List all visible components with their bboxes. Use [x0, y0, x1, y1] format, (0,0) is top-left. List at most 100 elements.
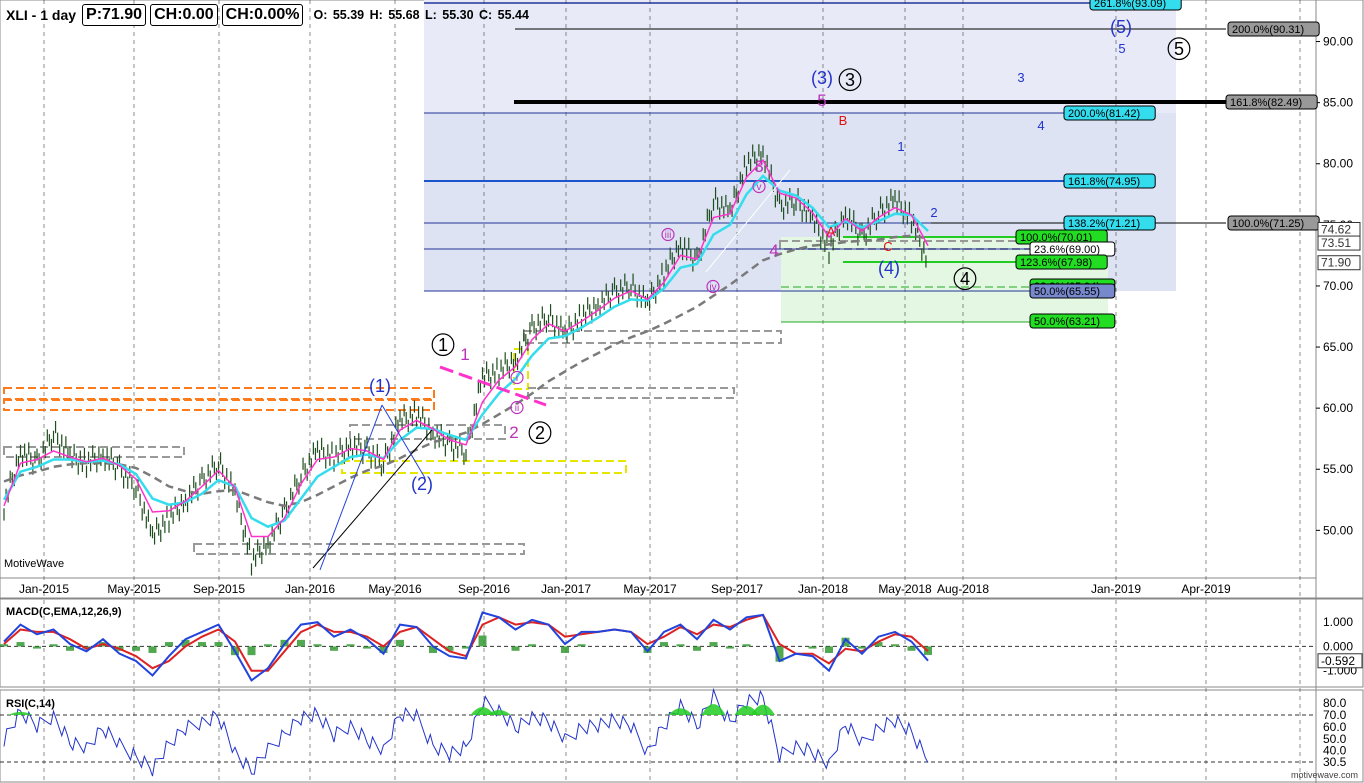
wave-label-roman-ring: [706, 279, 720, 294]
macd-histogram-bar: [561, 646, 569, 653]
wave-label-circled-ring: [1167, 37, 1191, 61]
macd-line: [3, 611, 929, 682]
macd-histogram-bar: [16, 642, 25, 647]
macd-histogram-bar: [907, 646, 916, 651]
wave-label-blue: (1): [369, 376, 391, 396]
main-panel-frame: [0, 0, 1364, 599]
wave-label-red: A: [827, 224, 836, 239]
wave-label-blue: (3): [811, 68, 833, 88]
orange-zone-2: [3, 399, 435, 411]
wave-label-minor: 1: [897, 139, 904, 154]
y-tick-label: 55.00: [1323, 462, 1353, 476]
fib-label: 123.6%(67.98): [1020, 257, 1092, 269]
x-tick-label: Jan-2015: [19, 582, 69, 596]
macd-histogram-bar: [132, 646, 140, 651]
rsi-overbought-fill: [701, 704, 726, 716]
macd-histogram-bar: [874, 642, 883, 647]
x-tick-label: Sep-2016: [458, 582, 510, 596]
wave-label-red: B: [839, 113, 848, 128]
wave-label-magenta: 5: [817, 91, 826, 110]
fib-label-box: [1063, 105, 1156, 121]
fib-label: 200.0%(90.31): [1232, 24, 1304, 36]
fib-label: 23.6%(69.00): [1034, 244, 1100, 256]
chart-header: XLI - 1 day P:71.90 CH:0.00 CH:0.00% O: …: [6, 4, 529, 26]
macd-histogram-bar: [181, 639, 190, 647]
wave-label-magenta: 2: [509, 423, 518, 442]
wave-label-minor: 5: [1118, 41, 1125, 56]
macd-tick-label: 1.000: [1323, 615, 1353, 629]
macd-histogram-bar: [0, 644, 8, 647]
wave-label-circled-ring: [953, 267, 977, 291]
trendline-magenta: [439, 365, 547, 407]
fib-label: 161.8%(82.49): [1230, 97, 1302, 109]
fib-label: 100.0%(70.01): [1020, 232, 1092, 244]
rsi-tick-label: 40.0: [1323, 744, 1347, 758]
gray-zone-2: [193, 543, 525, 555]
macd-histogram-bar: [742, 644, 751, 647]
ema-mid-line: [2, 174, 929, 529]
watermark: MotiveWave: [4, 558, 65, 570]
gray-zone-5: [349, 424, 506, 440]
macd-histogram-bar: [511, 646, 520, 651]
fib-label-box: [1063, 173, 1156, 189]
macd-title: MACD(C,EMA,12,26,9): [6, 606, 122, 618]
fib-label-box: [1227, 21, 1320, 37]
wave-label-roman: iv: [709, 282, 716, 293]
price-tag: 71.90: [1321, 256, 1351, 270]
macd-value: -0.592: [1321, 654, 1355, 668]
macd-panel-frame: [0, 598, 1364, 688]
x-tick-label: Jan-2018: [798, 582, 848, 596]
rsi-overbought-fill: [487, 710, 511, 716]
macd-histogram-bar: [775, 646, 784, 662]
wave-label-roman: i: [516, 373, 518, 384]
x-tick-label: Sep-2015: [193, 582, 245, 596]
y-tick-label: 85.00: [1323, 96, 1353, 110]
wave-label-roman-ring: [510, 370, 524, 385]
wave-label-circled: 3: [845, 70, 855, 90]
macd-histogram-bar: [82, 646, 91, 649]
trendline-white: [705, 169, 791, 273]
rsi-overbought-fill: [751, 704, 775, 716]
fib-label: 50.0%(63.21): [1034, 316, 1100, 328]
macd-histogram-bar: [429, 646, 437, 653]
macd-tick-label: 0.000: [1323, 639, 1353, 653]
fib-label-box: [1089, 0, 1182, 11]
macd-histogram-bar: [693, 646, 701, 651]
ema-fast-line: [3, 158, 929, 538]
fib-label: 261.8%(93.09): [1094, 0, 1166, 10]
change-pct-box: CH:0.00%: [221, 4, 304, 26]
fib-label-box: [1029, 283, 1116, 299]
macd-histogram-bar: [643, 646, 652, 653]
macd-histogram-bar: [66, 646, 74, 651]
macd-histogram-bar: [165, 642, 173, 647]
macd-histogram-bar: [49, 644, 58, 647]
change-box: CH:0.00: [150, 4, 218, 26]
fib-label-box: [1063, 215, 1156, 231]
macd-histogram-bar: [198, 642, 206, 647]
macd-histogram-bar: [462, 646, 470, 649]
macd-histogram-bar: [577, 644, 586, 647]
x-tick-label: Aug-2018: [937, 582, 989, 596]
trendline-black: [312, 429, 433, 569]
y-tick-label: 60.00: [1323, 401, 1353, 415]
macd-histogram-bar: [660, 642, 668, 647]
macd-histogram-bar: [379, 646, 388, 653]
rsi-panel-frame: [0, 689, 1364, 783]
y-tick-label: 80.00: [1323, 157, 1353, 171]
fib-label: 161.8%(74.95): [1068, 176, 1140, 188]
price-tag-box: [1317, 235, 1361, 251]
macd-histogram-bar: [313, 644, 322, 647]
wave-label-minor: 4: [1037, 118, 1044, 133]
wave-label-roman-ring: [752, 179, 766, 194]
macd-histogram-bar: [33, 646, 41, 649]
y-tick-label: 70.00: [1323, 279, 1353, 293]
x-tick-label: Jan-2019: [1091, 582, 1141, 596]
wave-label-blue: (5): [1110, 17, 1132, 37]
macd-histogram-bar: [858, 646, 866, 649]
macd-histogram-bar: [825, 646, 833, 653]
y-tick-label: 90.00: [1323, 35, 1353, 49]
macd-histogram-bar: [528, 644, 536, 647]
orange-zone-1: [3, 387, 435, 400]
wave-label-roman-ring: [510, 400, 524, 415]
